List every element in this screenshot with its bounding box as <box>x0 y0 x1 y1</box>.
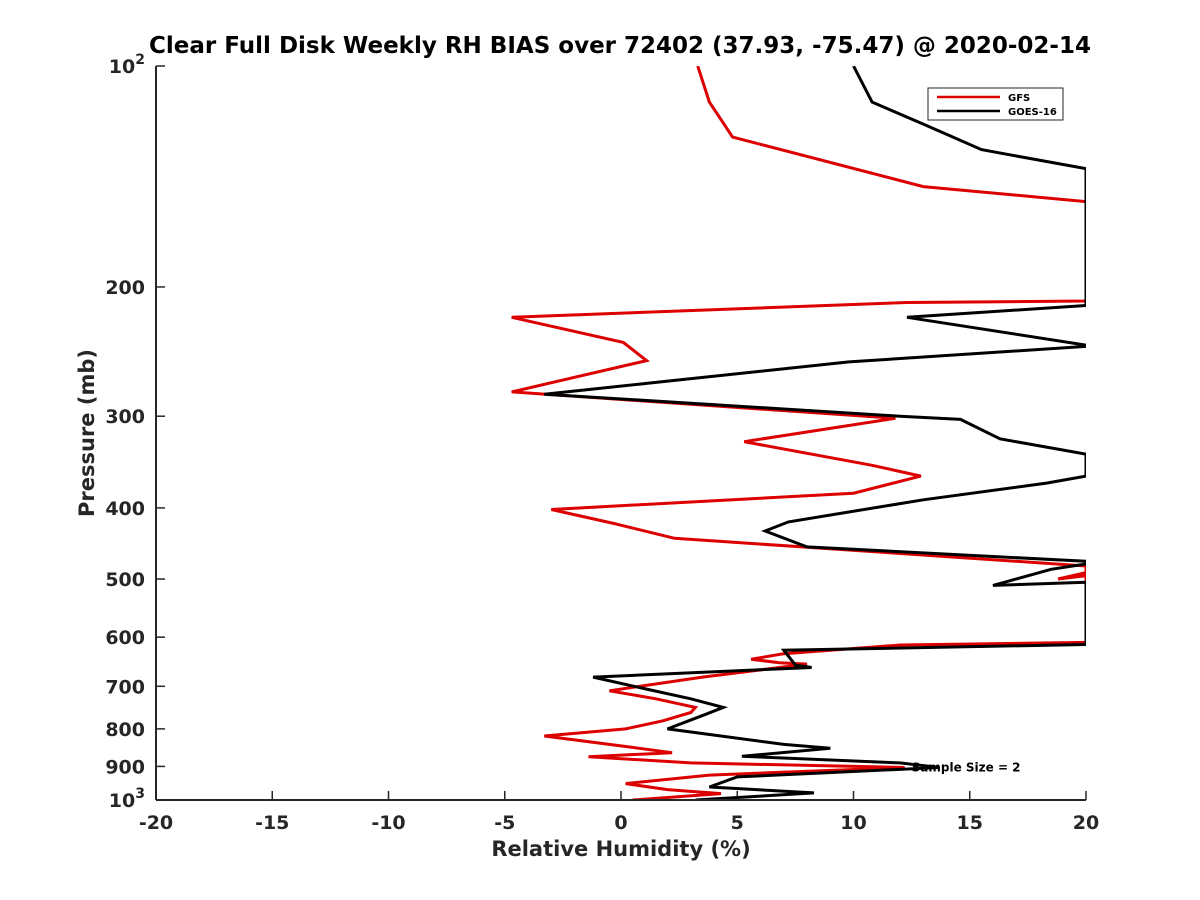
chart-title: Clear Full Disk Weekly RH BIAS over 7240… <box>149 33 1091 59</box>
x-tick-label: -20 <box>139 812 173 834</box>
x-tick-label: -10 <box>371 812 405 834</box>
y-tick-label: 400 <box>105 498 145 520</box>
y-tick-label: 300 <box>105 406 145 428</box>
y-tick-label: 500 <box>105 569 145 591</box>
y-tick-label: 800 <box>105 719 145 741</box>
legend-label-goes-16: GOES-16 <box>1008 107 1057 118</box>
x-tick-label: 20 <box>1073 812 1099 834</box>
y-tick-label: 600 <box>105 627 145 649</box>
legend-box <box>927 87 1064 121</box>
x-axis-label: Relative Humidity (%) <box>491 837 750 861</box>
legend: GFS GOES-16 <box>927 87 1064 121</box>
x-tick-label: 15 <box>957 812 983 834</box>
y-axis-label: Pressure (mb) <box>75 349 99 517</box>
x-tick-label: 10 <box>840 812 866 834</box>
sample-size-annotation: Sample Size = 2 <box>912 760 1021 774</box>
y-axis-ticks: 102 200 300 400 500 600 700 800 900 103 <box>105 52 165 812</box>
y-tick-label: 200 <box>105 277 145 299</box>
y-tick-label: 103 <box>109 786 145 812</box>
y-tick-exponent: 2 <box>135 52 145 68</box>
series-line-gfs <box>511 66 1086 800</box>
x-axis-ticks: -20 -15 -10 -5 0 5 10 15 20 <box>139 791 1099 834</box>
series-line-goes-16 <box>544 66 1086 800</box>
y-tick-label: 700 <box>105 676 145 698</box>
y-tick-exponent: 3 <box>135 786 145 802</box>
x-tick-label: 0 <box>614 812 627 834</box>
legend-label-gfs: GFS <box>1008 93 1030 104</box>
y-tick-label: 102 <box>109 52 145 78</box>
y-tick-label: 900 <box>105 756 145 778</box>
series-layer <box>511 66 1086 800</box>
x-tick-label: -15 <box>255 812 289 834</box>
x-tick-label: 5 <box>731 812 744 834</box>
x-tick-label: -5 <box>494 812 515 834</box>
